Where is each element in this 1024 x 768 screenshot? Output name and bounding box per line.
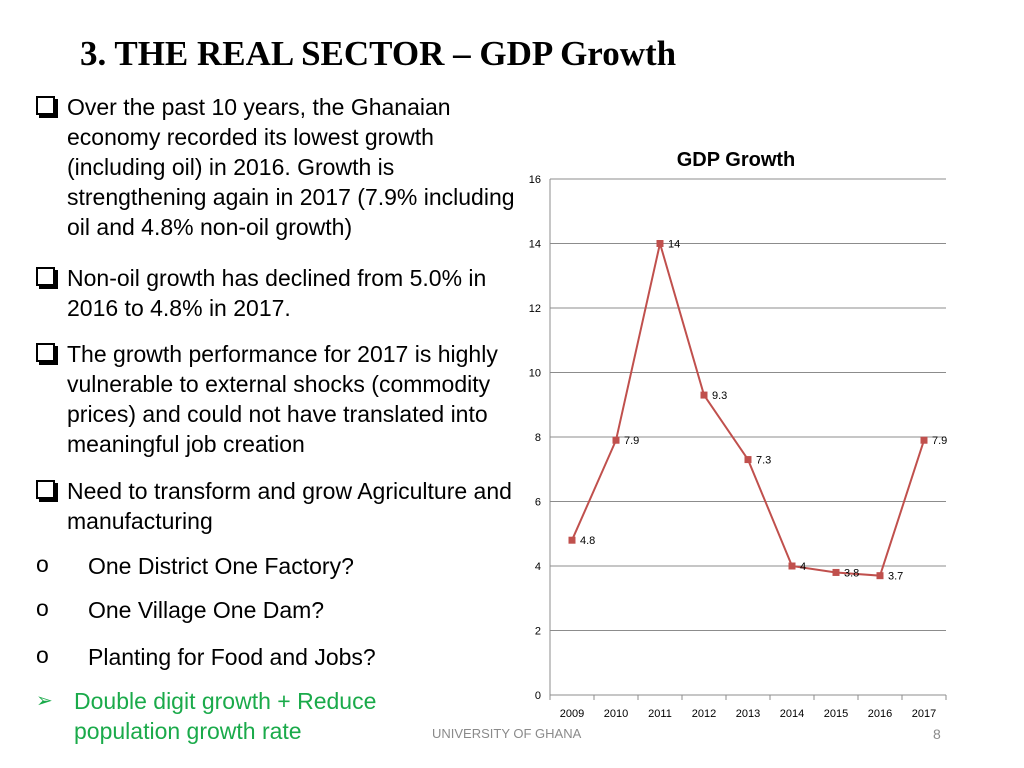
- data-label: 3.7: [888, 571, 903, 583]
- data-label: 7.3: [756, 455, 771, 467]
- bullet-text: The growth performance for 2017 is highl…: [67, 341, 498, 457]
- x-tick-label: 2009: [560, 708, 584, 720]
- data-point: [612, 436, 620, 444]
- checkbox-bullet-icon: [36, 476, 55, 506]
- checkbox-bullet-icon: [36, 263, 55, 293]
- x-tick-label: 2011: [648, 708, 672, 720]
- sub-bullet-item: o One Village One Dam?: [36, 595, 536, 625]
- bullet-item: Over the past 10 years, the Ghanaian eco…: [36, 92, 536, 242]
- arrow-bullet-icon: ➢: [36, 690, 53, 712]
- bullet-text: Over the past 10 years, the Ghanaian eco…: [67, 94, 515, 240]
- y-tick-label: 16: [529, 174, 541, 186]
- x-tick-label: 2016: [868, 708, 892, 720]
- checkbox-bullet-icon: [36, 339, 55, 369]
- y-tick-label: 0: [535, 690, 541, 702]
- sub-bullet-text: One Village One Dam?: [88, 597, 325, 623]
- y-tick-label: 8: [535, 432, 541, 444]
- checkbox-bullet-icon: [36, 92, 55, 122]
- y-tick-label: 10: [529, 368, 541, 380]
- data-label: 7.9: [624, 435, 639, 447]
- series-line: [571, 243, 925, 577]
- x-tick-label: 2010: [604, 708, 628, 720]
- x-tick-label: 2012: [692, 708, 716, 720]
- data-label: 4: [800, 561, 806, 573]
- slide-title: 3. THE REAL SECTOR – GDP Growth: [80, 34, 677, 73]
- chart-title: GDP Growth: [677, 149, 796, 171]
- footer-text: UNIVERSITY OF GHANA: [432, 726, 582, 741]
- page-number: 8: [933, 726, 941, 742]
- sub-bullet-text: Planting for Food and Jobs?: [88, 644, 376, 670]
- bullet-text: Need to transform and grow Agriculture a…: [67, 478, 512, 534]
- x-tick-label: 2017: [912, 708, 936, 720]
- x-tick-label: 2014: [780, 708, 804, 720]
- y-tick-label: 6: [535, 497, 541, 509]
- y-tick-label: 12: [529, 303, 541, 315]
- data-point: [700, 391, 708, 399]
- data-point: [568, 536, 576, 544]
- sub-bullet-item: o One District One Factory?: [36, 551, 536, 581]
- data-point: [788, 562, 796, 570]
- sub-bullet-item: o Planting for Food and Jobs?: [36, 642, 536, 672]
- circle-bullet-icon: o: [36, 595, 49, 621]
- data-point: [832, 568, 840, 576]
- y-tick-label: 2: [535, 626, 541, 638]
- data-label: 3.8: [844, 567, 859, 579]
- data-label: 9.3: [712, 390, 727, 402]
- bullet-item: The growth performance for 2017 is highl…: [36, 339, 536, 459]
- data-point: [656, 240, 664, 247]
- circle-bullet-icon: o: [36, 551, 49, 577]
- circle-bullet-icon: o: [36, 642, 49, 668]
- data-label: 7.9: [932, 435, 947, 447]
- x-tick-label: 2013: [736, 708, 760, 720]
- bullet-item: Non-oil growth has declined from 5.0% in…: [36, 263, 536, 323]
- data-label: 14: [668, 239, 680, 251]
- highlight-item: ➢ Double digit growth + Reduce populatio…: [36, 686, 456, 746]
- sub-bullet-text: One District One Factory?: [88, 553, 354, 579]
- data-point: [920, 436, 928, 444]
- data-label: 4.8: [580, 535, 595, 547]
- data-point: [744, 456, 752, 464]
- bullet-item: Need to transform and grow Agriculture a…: [36, 476, 536, 536]
- bullet-text: Non-oil growth has declined from 5.0% in…: [67, 265, 487, 321]
- data-point: [876, 572, 884, 580]
- y-tick-label: 14: [529, 239, 541, 251]
- highlight-text: Double digit growth + Reduce population …: [74, 688, 377, 744]
- x-tick-label: 2015: [824, 708, 848, 720]
- y-tick-label: 4: [535, 561, 541, 573]
